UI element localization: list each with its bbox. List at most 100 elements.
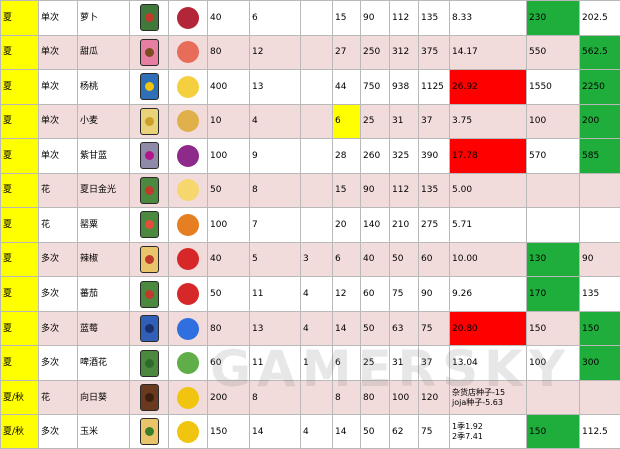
value-cell-6: 325 bbox=[389, 138, 419, 174]
type-cell: 单次 bbox=[38, 34, 78, 71]
value-cell-3 bbox=[300, 34, 333, 71]
value-cell-3 bbox=[300, 103, 333, 140]
value-cell-6: 312 bbox=[389, 34, 419, 71]
poppy-icon bbox=[177, 213, 199, 236]
value-cell-7: 37 bbox=[418, 345, 450, 381]
value-cell-4: 20 bbox=[332, 207, 361, 243]
value-cell-9: 550 bbox=[526, 34, 580, 71]
poppy-seed-packet-icon bbox=[139, 211, 159, 239]
value-cell-8: 1季1.92 2季7.41 bbox=[449, 414, 527, 449]
radish-icon bbox=[177, 6, 199, 29]
value-cell-10: 112.5 bbox=[579, 414, 620, 449]
value-cell-1: 100 bbox=[207, 138, 250, 174]
seed-icon-cell bbox=[129, 103, 169, 140]
value-cell-9: 230 bbox=[526, 0, 580, 36]
table-row: 夏单次 小麦 10 4 6 25 31 37 3.75 100 200 bbox=[0, 103, 620, 140]
value-cell-9 bbox=[526, 172, 580, 209]
type-cell: 花 bbox=[38, 207, 78, 243]
value-cell-8: 10.00 bbox=[449, 241, 527, 278]
table-row: 夏单次 杨桃 400 13 44 750 938 1125 26.92 1550 2250 bbox=[0, 69, 620, 105]
tomato-icon bbox=[177, 283, 199, 306]
value-cell-3 bbox=[300, 172, 333, 209]
value-cell-2: 14 bbox=[249, 414, 301, 449]
crop-name-cell: 辣椒 bbox=[77, 241, 130, 278]
summer-spangle-icon bbox=[177, 179, 199, 202]
value-cell-2: 5 bbox=[249, 241, 301, 278]
value-cell-1: 150 bbox=[207, 414, 250, 449]
type-cell: 花 bbox=[38, 172, 78, 209]
value-cell-2: 8 bbox=[249, 379, 301, 416]
value-cell-7: 75 bbox=[418, 310, 450, 347]
value-cell-10: 202.5 bbox=[579, 0, 620, 36]
table-row: 夏花罂粟 100 7 20 140 210 275 5.71 bbox=[0, 207, 620, 243]
blueberry-seed-packet-icon bbox=[139, 315, 159, 343]
value-cell-3: 4 bbox=[300, 276, 333, 312]
season-cell: 夏/秋 bbox=[0, 379, 39, 416]
value-cell-9: 150 bbox=[526, 414, 580, 449]
value-cell-2: 11 bbox=[249, 345, 301, 381]
value-cell-5: 90 bbox=[360, 172, 390, 209]
crop-icon-cell bbox=[168, 207, 208, 243]
value-cell-1: 80 bbox=[207, 310, 250, 347]
season-cell: 夏 bbox=[0, 276, 39, 312]
sunflower-icon bbox=[177, 386, 199, 409]
value-cell-9: 150 bbox=[526, 310, 580, 347]
value-cell-7: 75 bbox=[418, 414, 450, 449]
crop-name-cell: 甜瓜 bbox=[77, 34, 130, 71]
value-cell-10: 200 bbox=[579, 103, 620, 140]
value-cell-4: 6 bbox=[332, 241, 361, 278]
value-cell-2: 6 bbox=[249, 0, 301, 36]
hops-seed-packet-icon bbox=[139, 349, 159, 377]
season-cell: 夏 bbox=[0, 207, 39, 243]
season-cell: 夏 bbox=[0, 310, 39, 347]
value-cell-2: 13 bbox=[249, 69, 301, 105]
value-cell-3 bbox=[300, 69, 333, 105]
value-cell-10: 2250 bbox=[579, 69, 620, 105]
value-cell-7: 375 bbox=[418, 34, 450, 71]
seed-icon-cell bbox=[129, 241, 169, 278]
value-cell-4: 15 bbox=[332, 0, 361, 36]
value-cell-8: 5.71 bbox=[449, 207, 527, 243]
crop-icon-cell bbox=[168, 345, 208, 381]
value-cell-3 bbox=[300, 138, 333, 174]
value-cell-3 bbox=[300, 379, 333, 416]
value-cell-8: 9.26 bbox=[449, 276, 527, 312]
crop-icon-cell bbox=[168, 414, 208, 449]
value-cell-7: 390 bbox=[418, 138, 450, 174]
value-cell-7: 1125 bbox=[418, 69, 450, 105]
value-cell-8: 17.78 bbox=[449, 138, 527, 174]
table-row: 夏多次 蓝莓 80 13 4 14 50 63 75 20.80 150 150 bbox=[0, 310, 620, 347]
value-cell-3 bbox=[300, 207, 333, 243]
value-cell-2: 13 bbox=[249, 310, 301, 347]
value-cell-4: 15 bbox=[332, 172, 361, 209]
corn-seed-packet-icon bbox=[139, 418, 159, 446]
value-cell-8: 5.00 bbox=[449, 172, 527, 209]
value-cell-1: 400 bbox=[207, 69, 250, 105]
value-cell-10: 585 bbox=[579, 138, 620, 174]
value-cell-10: 90 bbox=[579, 241, 620, 278]
value-cell-8: 13.04 bbox=[449, 345, 527, 381]
value-cell-7: 120 bbox=[418, 379, 450, 416]
value-cell-6: 100 bbox=[389, 379, 419, 416]
crop-icon-cell bbox=[168, 69, 208, 105]
value-cell-4: 28 bbox=[332, 138, 361, 174]
value-cell-5: 140 bbox=[360, 207, 390, 243]
crop-name-cell: 啤酒花 bbox=[77, 345, 130, 381]
season-cell: 夏 bbox=[0, 69, 39, 105]
wheat-seed-packet-icon bbox=[139, 107, 159, 135]
value-cell-4: 14 bbox=[332, 310, 361, 347]
value-cell-4: 6 bbox=[332, 103, 361, 140]
crop-icon-cell bbox=[168, 379, 208, 416]
value-cell-9: 570 bbox=[526, 138, 580, 174]
hot-pepper-seed-packet-icon bbox=[139, 245, 159, 273]
value-cell-6: 31 bbox=[389, 345, 419, 381]
type-cell: 单次 bbox=[38, 69, 78, 105]
value-cell-6: 62 bbox=[389, 414, 419, 449]
value-cell-6: 50 bbox=[389, 241, 419, 278]
seed-icon-cell bbox=[129, 34, 169, 71]
melon-icon bbox=[177, 41, 199, 64]
crop-icon-cell bbox=[168, 103, 208, 140]
value-cell-5: 40 bbox=[360, 241, 390, 278]
value-cell-10: 300 bbox=[579, 345, 620, 381]
value-cell-1: 60 bbox=[207, 345, 250, 381]
